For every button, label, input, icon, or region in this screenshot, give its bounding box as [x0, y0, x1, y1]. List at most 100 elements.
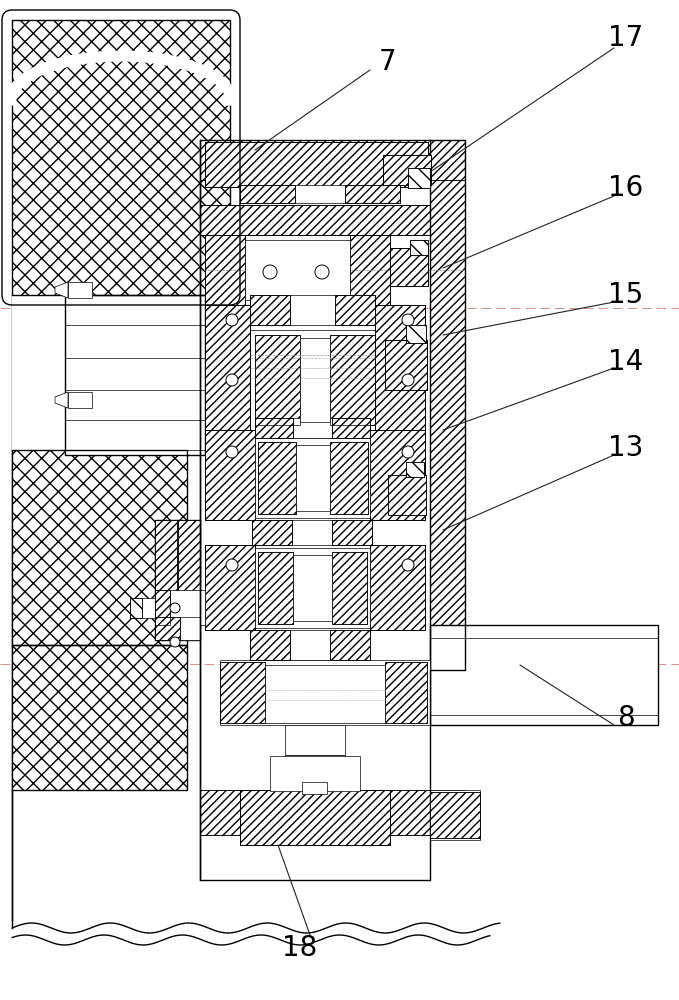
Bar [330, 442, 368, 514]
Bar [205, 545, 255, 630]
Bar [332, 418, 370, 438]
Bar [345, 185, 400, 203]
Bar [200, 790, 465, 835]
Circle shape [226, 446, 238, 458]
Bar [375, 305, 425, 430]
Bar [255, 418, 293, 438]
Bar [200, 140, 465, 180]
Bar [293, 555, 332, 621]
Bar [220, 662, 265, 723]
Bar [155, 590, 205, 625]
Bar [345, 185, 400, 203]
Bar [250, 295, 375, 325]
Bar [12, 295, 212, 450]
Bar [430, 625, 658, 725]
Bar [130, 598, 142, 618]
Bar [200, 205, 430, 235]
Bar [385, 340, 427, 390]
Bar [130, 598, 142, 618]
Circle shape [263, 265, 277, 279]
Bar [255, 335, 300, 425]
Bar [12, 645, 187, 790]
Bar [155, 617, 180, 640]
Bar [385, 340, 427, 390]
Bar [200, 790, 465, 835]
Polygon shape [55, 392, 68, 408]
Bar [370, 430, 425, 520]
Bar [200, 205, 430, 235]
Bar [155, 520, 177, 640]
Bar [205, 235, 245, 305]
Bar [330, 335, 375, 425]
Circle shape [402, 314, 414, 326]
Circle shape [226, 374, 238, 386]
Bar [296, 445, 330, 511]
Bar [255, 418, 293, 438]
Circle shape [402, 446, 414, 458]
Polygon shape [155, 520, 200, 640]
Bar [12, 450, 187, 645]
Bar [270, 756, 360, 791]
Text: 18: 18 [282, 934, 318, 962]
Bar [200, 205, 430, 235]
Bar [240, 790, 390, 845]
Bar [250, 630, 370, 660]
Bar [178, 520, 200, 640]
Bar [370, 545, 425, 630]
Bar [406, 462, 424, 477]
Bar [430, 792, 480, 838]
Bar [220, 662, 265, 723]
Bar [200, 140, 465, 180]
Bar [430, 792, 480, 838]
Bar [205, 430, 255, 520]
Bar [300, 338, 330, 422]
Bar [155, 520, 177, 640]
Bar [205, 305, 250, 430]
Bar [205, 545, 255, 630]
Bar [332, 552, 367, 624]
Bar [330, 442, 368, 514]
Bar [255, 335, 300, 425]
Bar [205, 235, 245, 305]
Bar [250, 295, 290, 325]
Bar [205, 235, 245, 305]
Text: 16: 16 [608, 174, 644, 202]
Polygon shape [68, 392, 92, 408]
Bar [410, 240, 428, 255]
Bar [220, 660, 430, 725]
Bar [240, 790, 390, 845]
Bar [178, 520, 200, 640]
Text: 8: 8 [617, 704, 635, 732]
Bar [255, 548, 370, 628]
Bar [388, 475, 426, 515]
Circle shape [226, 559, 238, 571]
Bar [12, 20, 230, 295]
Circle shape [226, 314, 238, 326]
Bar [406, 462, 424, 477]
Bar [240, 185, 400, 203]
Text: 17: 17 [608, 24, 644, 52]
Bar [390, 248, 428, 286]
Bar [250, 330, 375, 430]
Bar [330, 335, 375, 425]
Bar [205, 305, 250, 430]
Bar [408, 168, 430, 188]
Bar [285, 755, 345, 790]
Bar [330, 630, 370, 660]
Circle shape [402, 374, 414, 386]
Bar [130, 598, 158, 618]
Bar [406, 325, 426, 343]
Bar [370, 430, 425, 520]
Bar [350, 235, 390, 305]
Bar [252, 520, 292, 545]
Bar [205, 430, 255, 520]
Circle shape [315, 265, 329, 279]
Bar [388, 475, 426, 515]
Circle shape [170, 603, 180, 613]
Bar [285, 725, 345, 755]
Bar [240, 790, 390, 845]
Bar [385, 340, 427, 390]
Bar [390, 248, 428, 286]
Bar [390, 248, 428, 286]
Bar [332, 552, 367, 624]
